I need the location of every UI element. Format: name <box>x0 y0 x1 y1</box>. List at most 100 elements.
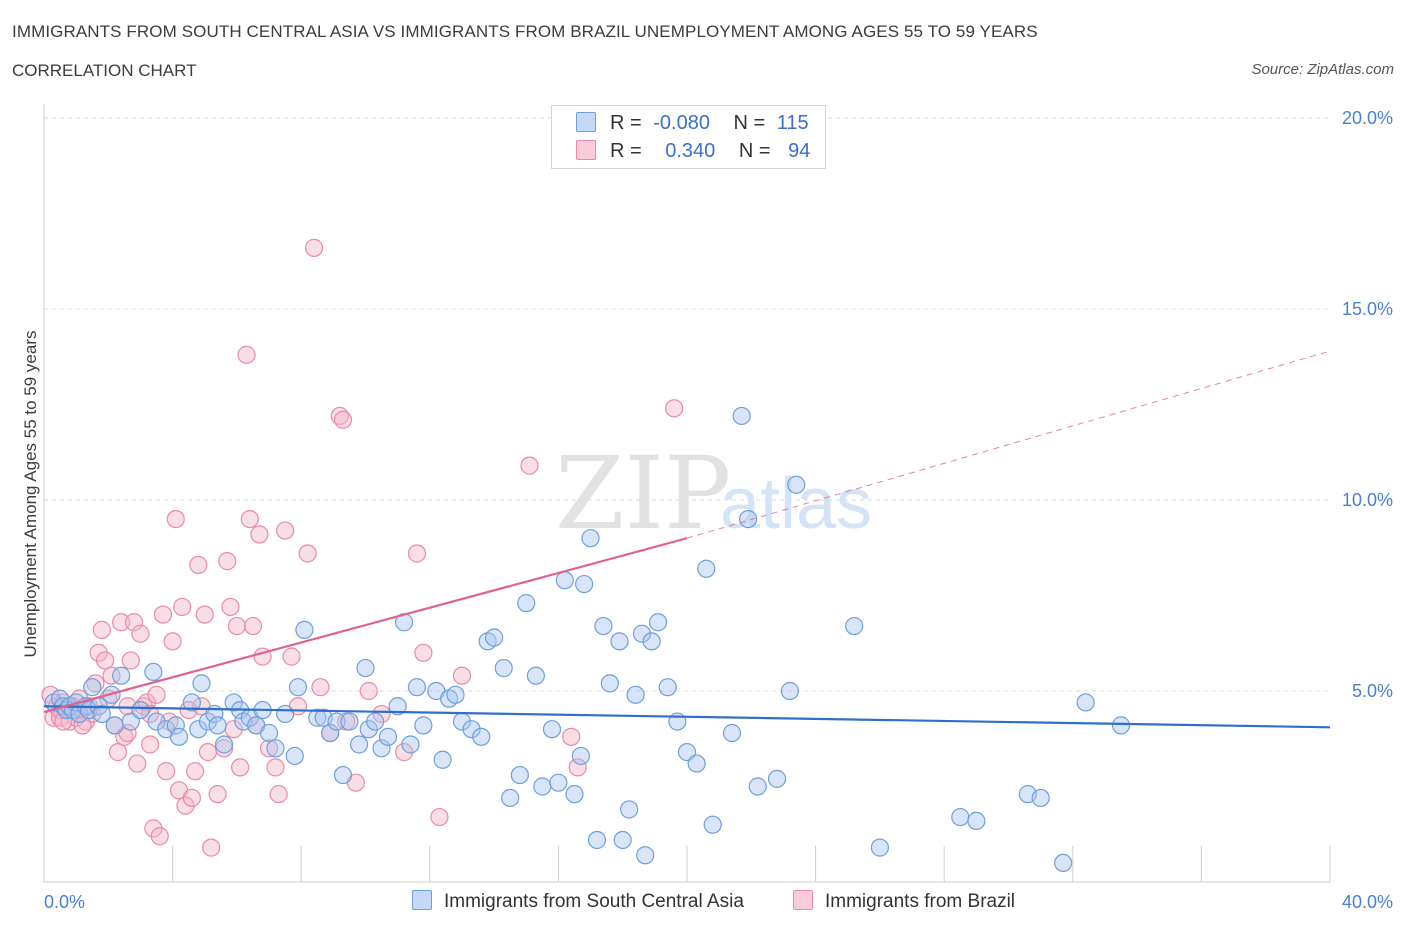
point-south-central-asia <box>70 704 89 724</box>
point-brazil <box>452 666 472 685</box>
point-south-central-asia <box>295 620 314 639</box>
point-south-central-asia <box>517 594 536 613</box>
x-tick-label-min: 0.0% <box>44 892 85 912</box>
point-south-central-asia <box>276 704 295 724</box>
legend-row-pink: R = 0.340 N = 94 <box>576 140 810 164</box>
legend-r-label: R = <box>610 140 642 162</box>
point-brazil <box>144 819 163 838</box>
y-tick-label: 15.0% <box>1342 299 1393 319</box>
trend-lines <box>43 350 1331 729</box>
point-brazil <box>153 605 173 624</box>
point-brazil <box>359 681 378 701</box>
point-south-central-asia <box>642 632 661 651</box>
point-south-central-asia <box>462 720 481 739</box>
point-brazil <box>407 544 427 563</box>
point-south-central-asia <box>359 720 378 739</box>
point-brazil <box>227 616 246 636</box>
axes <box>43 104 1331 883</box>
point-brazil <box>157 762 176 781</box>
point-brazil <box>92 620 111 639</box>
point-south-central-asia <box>198 712 218 731</box>
point-brazil <box>182 788 201 808</box>
point-south-central-asia <box>266 739 285 758</box>
legend-n-label: N = <box>738 140 771 162</box>
legend-swatch-pink <box>576 140 596 160</box>
point-brazil <box>298 544 317 563</box>
point-south-central-asia <box>549 773 568 792</box>
tick-labels: 5.0% 10.0% 15.0% 20.0% 0.0% 40.0% <box>44 108 1393 912</box>
point-south-central-asia <box>555 571 574 590</box>
legend-n-label: N = <box>733 112 766 134</box>
point-brazil <box>562 727 581 746</box>
point-south-central-asia <box>494 658 513 678</box>
point-south-central-asia <box>951 807 970 827</box>
point-south-central-asia <box>407 678 427 697</box>
y-tick-label: 20.0% <box>1342 108 1393 128</box>
point-south-central-asia <box>366 712 385 731</box>
point-south-central-asia <box>166 716 185 735</box>
point-south-central-asia <box>169 727 189 746</box>
point-south-central-asia <box>626 685 645 704</box>
watermark-atlas: atlas <box>720 464 872 544</box>
point-brazil <box>166 509 185 529</box>
point-south-central-asia <box>372 739 391 758</box>
legend-r-label: R = <box>610 112 642 134</box>
point-south-central-asia <box>610 632 629 651</box>
point-brazil <box>173 597 192 617</box>
point-south-central-asia <box>285 746 304 766</box>
point-south-central-asia <box>288 678 308 697</box>
legend-r-value: 0.340 <box>665 140 716 162</box>
point-south-central-asia <box>189 720 208 739</box>
point-south-central-asia <box>83 678 102 697</box>
point-south-central-asia <box>208 716 227 735</box>
trend-line-brazil <box>43 537 688 714</box>
point-brazil <box>394 743 414 762</box>
legend-n-value: 94 <box>788 140 811 162</box>
legend-row-blue: R = -0.080 N = 115 <box>576 112 809 136</box>
point-south-central-asia <box>131 700 150 720</box>
point-brazil <box>140 735 160 754</box>
point-brazil <box>121 651 140 670</box>
point-south-central-asia <box>594 616 613 636</box>
stats-legend: R = -0.080 N = 115 R = 0.340 N = 94 <box>551 105 826 169</box>
point-brazil <box>131 624 150 643</box>
point-brazil <box>214 739 234 758</box>
point-brazil <box>147 685 166 704</box>
series-south-central-asia-points <box>44 406 1131 873</box>
point-south-central-asia <box>738 509 758 529</box>
point-brazil <box>282 647 301 666</box>
point-brazil <box>208 785 227 804</box>
point-brazil <box>665 399 684 418</box>
point-south-central-asia <box>1031 788 1050 808</box>
point-south-central-asia <box>378 727 398 746</box>
point-south-central-asia <box>144 662 163 682</box>
point-south-central-asia <box>192 674 211 693</box>
point-brazil <box>137 693 156 712</box>
point-south-central-asia <box>533 777 552 796</box>
point-south-central-asia <box>414 716 433 735</box>
point-brazil <box>124 613 144 632</box>
point-south-central-asia <box>147 712 166 731</box>
point-south-central-asia <box>214 735 234 754</box>
point-brazil <box>372 704 391 724</box>
point-south-central-asia <box>697 559 716 578</box>
point-brazil <box>266 758 285 777</box>
point-south-central-asia <box>308 708 327 727</box>
bottom-legend-label-pink: Immigrants from Brazil <box>825 891 1016 912</box>
point-south-central-asia <box>501 788 520 808</box>
x-tick-label-max: 40.0% <box>1342 892 1393 912</box>
point-brazil <box>176 796 195 815</box>
point-south-central-asia <box>732 406 751 426</box>
point-south-central-asia <box>1076 693 1095 712</box>
point-south-central-asia <box>1111 716 1131 735</box>
point-brazil <box>333 410 353 429</box>
point-south-central-asia <box>967 811 986 830</box>
point-south-central-asia <box>748 777 767 796</box>
point-brazil <box>250 525 269 544</box>
point-brazil <box>430 807 449 827</box>
point-south-central-asia <box>321 723 340 743</box>
point-south-central-asia <box>787 475 806 494</box>
point-brazil <box>89 643 108 662</box>
point-brazil <box>240 509 259 529</box>
